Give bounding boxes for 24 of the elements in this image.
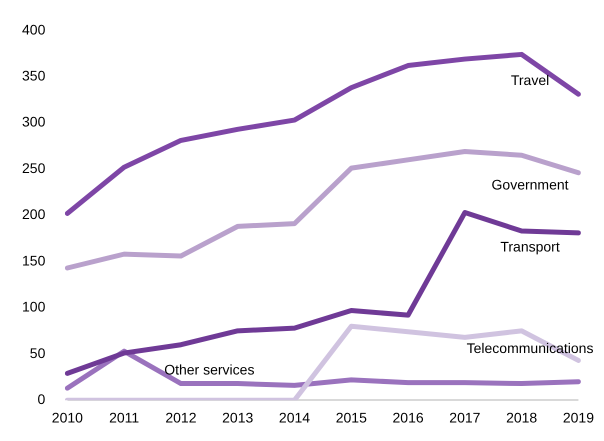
series-label: Government (492, 176, 569, 193)
x-tick-label: 2018 (506, 409, 538, 426)
x-tick-label: 2014 (278, 409, 310, 426)
x-tick-label: 2016 (392, 409, 424, 426)
series-label: Transport (500, 238, 560, 255)
y-tick-label: 150 (22, 252, 46, 268)
y-tick-label: 350 (22, 67, 46, 84)
y-tick-label: 50 (30, 344, 46, 361)
x-tick-label: 2015 (336, 409, 368, 426)
x-tick-label: 2012 (165, 409, 197, 426)
series-label: Travel (510, 72, 550, 88)
y-tick-label: 200 (22, 206, 46, 222)
x-tick-label: 2010 (52, 409, 84, 426)
series-label: Telecommunications (466, 340, 594, 356)
y-tick-label: 400 (22, 21, 46, 38)
x-tick-label: 2013 (222, 409, 254, 426)
y-tick-label: 0 (38, 391, 46, 408)
y-tick-label: 250 (22, 160, 46, 176)
series-label: Other services (164, 361, 254, 378)
x-tick-label: 2011 (109, 409, 140, 426)
y-tick-label: 300 (22, 114, 46, 130)
x-tick-label: 2019 (562, 409, 594, 426)
x-tick-label: 2017 (449, 409, 481, 426)
y-tick-label: 100 (22, 298, 46, 315)
